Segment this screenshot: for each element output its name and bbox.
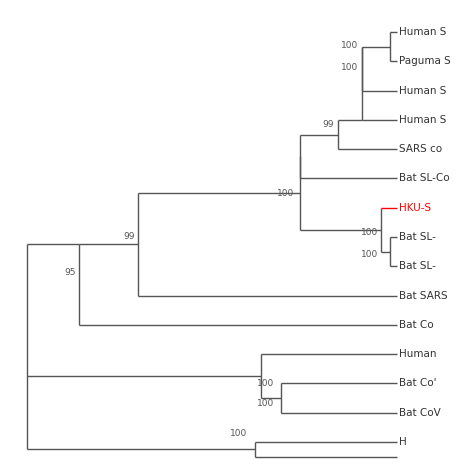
Text: 100: 100 [257, 400, 274, 409]
Text: 100: 100 [230, 428, 247, 438]
Text: 100: 100 [341, 41, 358, 50]
Text: Bat CoV: Bat CoV [399, 408, 441, 418]
Text: Bat Co': Bat Co' [399, 378, 437, 388]
Text: H: H [399, 437, 407, 447]
Text: Paguma S: Paguma S [399, 56, 451, 66]
Text: Human S: Human S [399, 27, 447, 37]
Text: 95: 95 [65, 268, 76, 277]
Text: HKU-S: HKU-S [399, 203, 431, 213]
Text: Bat SARS: Bat SARS [399, 291, 447, 301]
Text: 99: 99 [322, 120, 334, 129]
Text: 100: 100 [361, 228, 378, 237]
Text: Bat SL-: Bat SL- [399, 261, 436, 271]
Text: 100: 100 [341, 63, 358, 72]
Text: 100: 100 [257, 379, 274, 388]
Text: Bat Co: Bat Co [399, 320, 434, 330]
Text: 100: 100 [361, 250, 378, 259]
Text: Human: Human [399, 349, 437, 359]
Text: SARS co: SARS co [399, 144, 442, 154]
Text: Human S: Human S [399, 115, 447, 125]
Text: Bat SL-: Bat SL- [399, 232, 436, 242]
Text: Human S: Human S [399, 86, 447, 96]
Text: Bat SL-Co: Bat SL-Co [399, 173, 450, 183]
Text: 99: 99 [124, 233, 135, 241]
Text: 100: 100 [277, 189, 294, 198]
